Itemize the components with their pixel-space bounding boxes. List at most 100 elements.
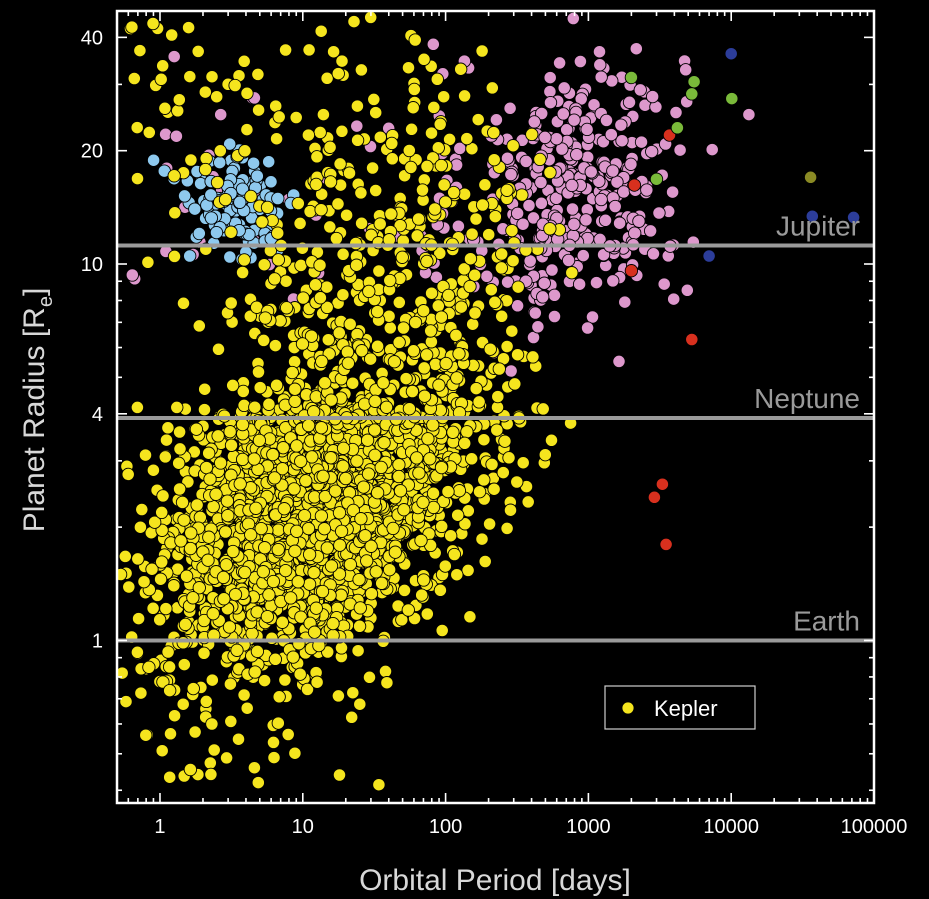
data-point-kepler [450,371,464,385]
data-point-kepler [472,485,487,499]
data-point-pink [593,58,607,72]
data-point-kepler [454,62,468,76]
data-point-kepler [162,660,177,674]
data-point-kepler [333,538,347,552]
data-point-kepler [487,125,501,140]
data-point-kepler [438,195,453,209]
data-point-kepler [167,169,181,183]
data-point-pink [592,45,607,59]
data-point-pink [657,277,671,291]
data-point-pink [614,118,628,132]
data-point-kepler [268,338,283,353]
data-point-kepler [175,495,190,510]
data-point-kepler [346,686,360,700]
data-point-pink [534,175,548,190]
data-point-pink [522,198,536,213]
data-point-kepler [320,541,334,555]
data-point-kepler [399,371,413,386]
data-point-kepler [320,280,334,294]
data-point-kepler [198,382,212,396]
data-point-kepler [235,417,250,432]
data-point-kepler [249,501,263,515]
data-point-lightblue [204,211,219,225]
data-point-kepler [449,328,463,343]
data-point-pink [680,283,694,297]
data-point-kepler [248,400,262,414]
data-point-kepler [544,433,559,447]
data-point-kepler [296,291,310,305]
data-point-lightblue [223,250,237,264]
data-point-kepler [471,112,485,127]
data-point-kepler [223,677,238,691]
data-point-kepler [278,43,293,57]
data-point-pink [528,306,542,320]
data-point-kepler [367,92,381,107]
data-point-kepler [204,767,218,782]
data-point-kepler [205,70,219,84]
x-tick-label: 1 [154,816,165,838]
data-point-kepler [384,207,398,221]
data-point-pink [426,37,440,51]
x-tick-label: 100000 [841,816,908,838]
data-point-kepler [307,625,322,639]
data-point-kepler [314,203,328,217]
data-point-pink [567,217,581,231]
data-point-kepler [482,227,496,242]
data-point-lightblue [183,249,197,263]
data-point-kepler [360,433,375,447]
data-point-pink [628,226,642,240]
data-point-pink [549,132,564,146]
data-point-kepler [125,20,139,34]
data-point-kepler [387,355,402,369]
data-point-kepler [488,209,502,224]
data-point-kepler [334,524,349,538]
data-point-kepler [565,266,579,280]
data-point-kepler [452,484,467,498]
data-point-kepler [211,342,226,356]
data-point-kepler [288,382,302,396]
data-point-lightblue [233,195,247,209]
data-point-kepler [495,247,509,261]
data-point-kepler [395,250,409,264]
data-point-kepler [315,354,329,369]
data-point-kepler [415,183,430,197]
data-point-kepler [133,520,148,534]
x-tick-label: 10000 [703,816,759,838]
reference-lines: Jupiter Neptune Earth [117,210,874,643]
data-point-lightblue [250,169,264,183]
data-point-pink [531,320,545,334]
data-point-kepler [313,258,327,272]
data-point-kepler [377,436,391,450]
data-point-kepler [205,673,219,687]
data-point-kepler [284,591,298,605]
data-point-kepler [498,434,512,448]
data-point-pink [594,70,608,84]
data-point-lightblue [192,226,206,241]
data-point-kepler [272,110,286,124]
data-point-kepler [221,508,235,523]
data-point-kepler [417,389,432,403]
data-point-kepler [457,89,472,103]
data-point-kepler [406,101,420,115]
data-point-kepler [236,384,250,399]
data-point-kepler [317,522,332,536]
data-point-pink [125,268,139,282]
data-point-series-3 [685,332,699,347]
data-point-kepler [197,613,211,628]
data-point-kepler [183,541,198,556]
data-point-kepler [159,601,173,616]
data-point-kepler [352,619,367,633]
data-point-kepler [472,395,486,409]
data-point-kepler [137,575,151,589]
data-point-kepler [181,20,196,35]
data-point-kepler [230,643,244,657]
data-point-kepler [444,529,458,543]
data-point-pink [535,106,549,121]
data-point-kepler [336,459,350,473]
data-point-kepler [331,197,345,211]
data-point-kepler [220,494,235,508]
data-point-kepler [362,670,377,684]
data-point-kepler [492,362,506,376]
data-point-kepler [428,202,442,216]
data-point-kepler [423,452,437,466]
